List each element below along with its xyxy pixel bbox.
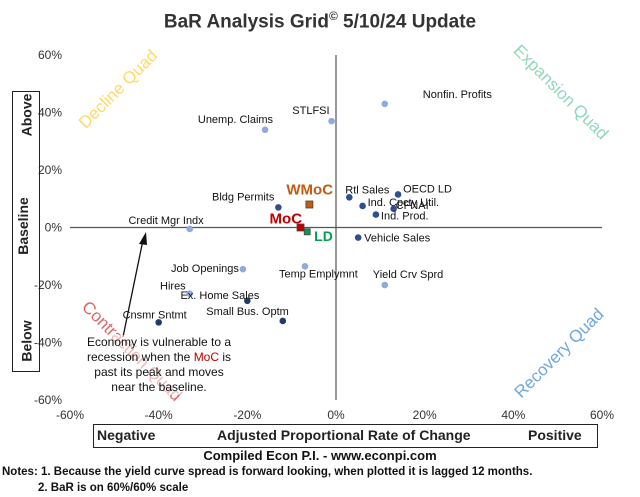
y-axis-word-box [12,91,40,372]
x-tick-label: 0% [327,408,345,422]
point-marker [390,205,397,213]
highlight-marker [303,228,311,236]
quadrant-label: Expansion Quad [510,41,612,143]
arrow-line [122,239,144,338]
point-marker [239,265,247,273]
point-marker [328,117,335,125]
point-label: Vehicle Sales [364,233,431,245]
point-label: Rtl Sales [345,184,390,196]
point-label: Job Openings [171,263,239,275]
note-2: 2. BaR is on 60%/60% scale [38,482,189,494]
tick-labels: -60% -40% -20% 0% 20% 40% 60% 60% 40% 20% 0% -20% -4… [34,48,614,422]
x-tick-label: 20% [413,408,437,422]
y-tick-label: 60% [38,48,62,62]
point-label: CFNAI [396,200,429,212]
point-marker [261,126,269,134]
point-marker [275,204,282,211]
highlight-marker [296,223,305,232]
highlight-label: MoC [270,211,303,228]
point-label: OECD LD [403,183,452,195]
point-label: Ind. Cpcty Util. [368,197,440,209]
highlight-label: WMoC [286,182,333,199]
point-marker [359,202,366,210]
point-label: Small Bus. Optm [206,306,289,318]
point-marker [346,194,353,201]
point-label: Unemp. Claims [198,114,274,126]
point-label: Ind. Prod. [381,211,429,223]
point-label: Bldg Permits [212,191,275,203]
highlight-label: LD [314,228,333,244]
x-word-negative: Negative [97,427,156,443]
x-tick-label: 60% [590,408,614,422]
point-marker [186,225,193,233]
point-marker [354,234,362,241]
point-label: Hires [160,281,186,293]
annotation-text: Economy is vulnerable to a recession whe… [85,335,233,395]
point-label: Nonfin. Profits [423,89,493,101]
x-word-middle: Adjusted Proportional Rate of Change [217,427,471,443]
point-marker [279,317,287,325]
point-label: Yield Crv Sprd [373,269,444,281]
x-tick-label: -40% [145,408,173,422]
y-tick-label: 0% [45,221,63,235]
arrow-head [139,232,147,245]
annotation-arrow [122,232,147,338]
x-tick-label: -20% [233,408,261,422]
point-marker [372,211,380,218]
y-tick-label: -60% [34,393,62,407]
y-word-above: Above [18,93,35,137]
x-word-positive: Positive [528,427,582,443]
point-label: STLFSI [292,105,329,117]
note-1: Notes: 1. Because the yield curve spread… [2,466,533,478]
chart-title: BaR Analysis Grid© 5/10/24 Update [163,9,477,33]
quadrant-label: Decline Quad [75,46,161,132]
y-word-baseline: Baseline [14,197,31,255]
point-marker [394,191,402,198]
quadrant-label: Recovery Quad [511,305,608,402]
point-marker [381,281,389,289]
x-tick-label: 40% [501,408,525,422]
x-axis-word-box [93,424,598,448]
point-label: Cnsmr Sntmt [123,309,187,321]
x-tick-label: -60% [56,408,84,422]
point-label: Credit Mgr Indx [128,215,204,227]
point-marker [301,263,309,270]
point-label: Ex. Home Sales [180,290,259,302]
point-label: Temp Emplymnt [279,268,358,280]
y-tick-label: -40% [34,336,62,350]
point-marker [155,319,162,326]
y-tick-label: 40% [38,106,62,120]
point-marker [186,290,193,297]
point-marker [381,100,389,108]
compiled-credit: Compiled Econ P.I. - www.econpi.com [203,448,437,463]
point-marker [244,297,251,305]
y-tick-label: -20% [34,278,62,292]
data-points: Nonfin. Profits STLFSI Unemp. Claims OECD L… [123,89,493,326]
highlight-marker [305,200,314,209]
y-word-below: Below [18,320,35,362]
axes [70,55,602,400]
y-tick-label: 20% [38,163,62,177]
